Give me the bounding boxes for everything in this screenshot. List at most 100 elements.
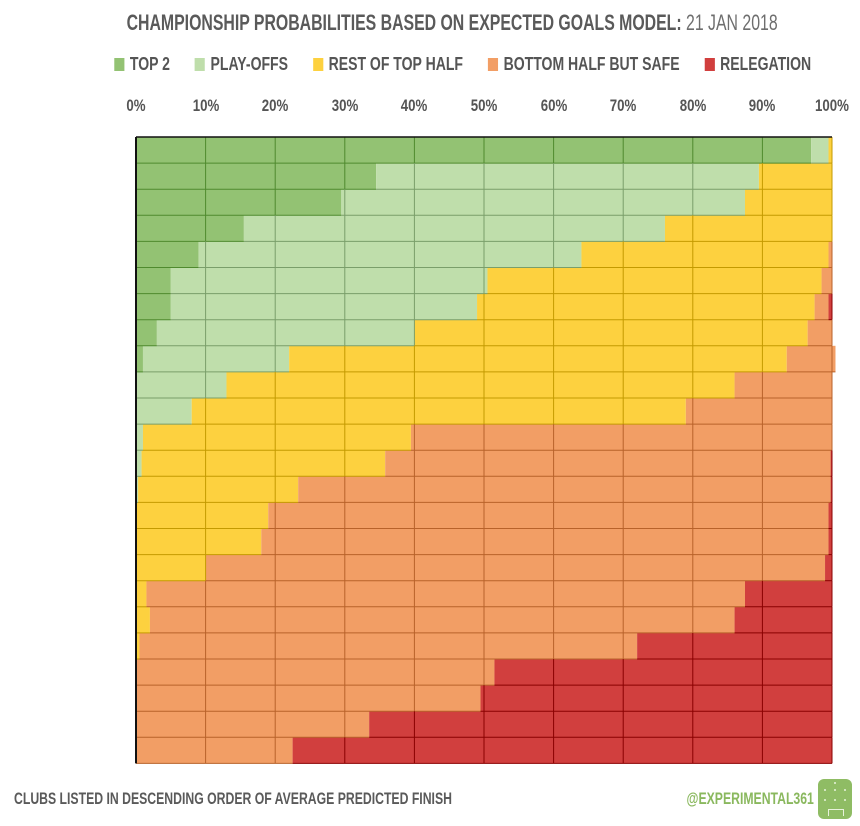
bar-segment-bottom-half-but-safe [385, 450, 831, 477]
bar-segment-rest-of-top-half [136, 580, 147, 607]
bar-segment-play-offs [243, 215, 665, 242]
chart-title-text: CHAMPIONSHIP PROBABILITIES BASED ON EXPE… [126, 10, 682, 35]
legend-swatch [114, 58, 125, 71]
legend-label: BOTTOM HALF BUT SAFE [503, 54, 680, 74]
logo-dot [844, 789, 846, 791]
bar-segment-top-2 [136, 215, 244, 242]
bar-segment-relegation [828, 293, 832, 320]
bar-segment-rest-of-top-half [136, 606, 150, 633]
legend-label: PLAY-OFFS [210, 54, 289, 74]
bar-segment-bottom-half-but-safe [268, 502, 829, 529]
bar-segment-rest-of-top-half [581, 241, 829, 268]
bar-segment-top-2 [136, 189, 342, 216]
legend-swatch [487, 58, 499, 71]
legend-swatch [194, 58, 206, 71]
bar-segment-play-offs [136, 476, 139, 503]
bar-segment-bottom-half-but-safe [298, 476, 831, 503]
x-tick-label: 10% [192, 96, 219, 115]
bar-segment-bottom-half-but-safe [261, 528, 829, 555]
legend-label: TOP 2 [129, 54, 170, 74]
x-tick-label: 20% [261, 96, 289, 115]
bar-segment-bottom-half-but-safe [146, 580, 745, 607]
bar-segment-play-offs [136, 398, 192, 425]
legend-item: BOTTOM HALF BUT SAFE [487, 54, 680, 75]
x-tick-label: 70% [609, 96, 637, 115]
bar-segment-rest-of-top-half [664, 215, 832, 242]
bar-segment-relegation [480, 685, 832, 712]
bar-segment-rest-of-top-half [136, 554, 206, 581]
bar-segment-top-2 [136, 293, 171, 320]
bar-segment-bottom-half-but-safe [136, 685, 481, 712]
bar-segment-relegation [734, 606, 832, 633]
legend-item: RELEGATION [704, 54, 812, 75]
bar-segment-relegation [825, 554, 832, 581]
bar-segment-relegation [745, 580, 832, 607]
bar-segment-bottom-half-but-safe [136, 711, 370, 738]
bar-segment-bottom-half-but-safe [734, 371, 832, 398]
bar-segment-bottom-half-but-safe [807, 319, 832, 346]
bar-segment-relegation [828, 502, 832, 529]
footer-note: CLUBS LISTED IN DESCENDING ORDER OF AVER… [14, 789, 452, 808]
bar-segment-bottom-half-but-safe [786, 345, 836, 372]
chart-title: CHAMPIONSHIP PROBABILITIES BASED ON EXPE… [0, 10, 860, 36]
bar-segment-bottom-half-but-safe [828, 241, 832, 268]
bar-segment-bottom-half-but-safe [685, 398, 832, 425]
bar-segment-play-offs [170, 293, 478, 320]
twitter-handle[interactable]: @EXPERIMENTAL361 [686, 789, 814, 808]
bar-segment-play-offs [136, 424, 143, 451]
bar-segment-rest-of-top-half [758, 163, 832, 190]
bar-segment-relegation [369, 711, 832, 738]
bar-segment-relegation [830, 450, 832, 477]
bar-segment-play-offs [376, 163, 759, 190]
bar-segment-rest-of-top-half [136, 502, 269, 529]
pitch-logo-icon [818, 779, 852, 819]
bar-segment-rest-of-top-half [477, 293, 815, 320]
x-axis-tick-labels: 0% 10% 20% 30% 40% 50% 60% 70% 80% 90% 100% [0, 96, 860, 120]
logo-goal-box [828, 809, 844, 816]
bar-segment-rest-of-top-half [414, 319, 808, 346]
bar-segment-play-offs [341, 189, 745, 216]
x-tick-label: 0% [126, 96, 146, 115]
logo-dot [834, 799, 836, 801]
bar-segment-relegation [830, 476, 832, 503]
bar-segment-play-offs [198, 241, 582, 268]
bar-segment-top-2 [136, 241, 199, 268]
bar-segment-play-offs [156, 319, 415, 346]
bar-segment-top-2 [136, 319, 157, 346]
legend-swatch [312, 58, 324, 71]
legend-item: REST OF TOP HALF [312, 54, 464, 75]
bar-segment-relegation [292, 737, 833, 764]
bar-segment-relegation [828, 528, 832, 555]
bar-segment-top-2 [136, 163, 377, 190]
bar-segment-top-2 [136, 137, 812, 164]
bar-segment-play-offs [811, 137, 829, 164]
legend: TOP 2 PLAY-OFFS REST OF TOP HALF BOTTOM HAL… [0, 54, 860, 76]
bar-segment-rest-of-top-half [745, 189, 832, 216]
bar-segment-rest-of-top-half [136, 528, 262, 555]
x-tick-label: 40% [401, 96, 428, 115]
bar-segment-top-2 [136, 345, 143, 372]
legend-label: REST OF TOP HALF [328, 54, 464, 74]
bar-segment-rest-of-top-half [191, 398, 686, 425]
bar-segment-rest-of-top-half [828, 137, 832, 164]
bar-segment-bottom-half-but-safe [139, 632, 638, 659]
bar-segment-play-offs [170, 267, 488, 294]
bar-segment-play-offs [136, 371, 227, 398]
bar-segment-rest-of-top-half [138, 476, 299, 503]
legend-item: TOP 2 [114, 54, 170, 75]
logo-dot [844, 799, 846, 801]
bar-segment-top-2 [136, 267, 171, 294]
bar-segment-rest-of-top-half [142, 424, 411, 451]
bar-segment-bottom-half-but-safe [814, 293, 829, 320]
logo-dot [834, 782, 836, 784]
x-tick-label: 30% [331, 96, 359, 115]
x-tick-label: 100% [815, 96, 849, 115]
x-tick-label: 90% [749, 96, 776, 115]
chart-title-date: 21 JAN 2018 [686, 10, 778, 35]
bar-segment-bottom-half-but-safe [205, 554, 826, 581]
bar-segment-bottom-half-but-safe [821, 267, 832, 294]
legend-label: RELEGATION [720, 54, 812, 74]
logo-dot [824, 799, 826, 801]
bar-segment-bottom-half-but-safe [410, 424, 832, 451]
